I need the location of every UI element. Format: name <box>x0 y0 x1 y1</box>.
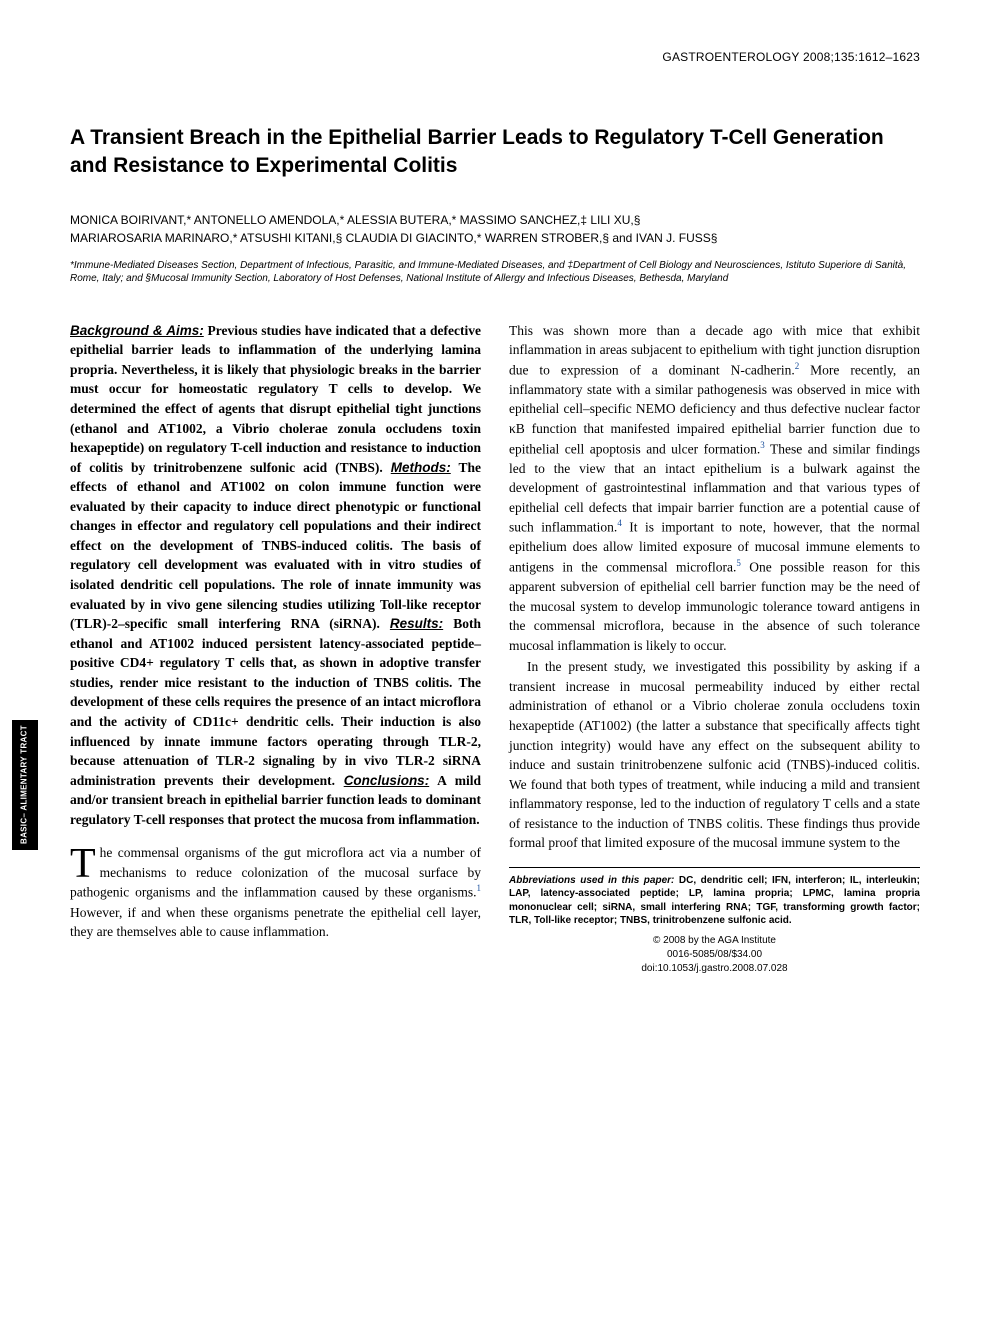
right-column: This was shown more than a decade ago wi… <box>509 321 920 976</box>
intro-text-a: he commensal organisms of the gut microf… <box>70 845 481 900</box>
results-label: Results: <box>390 616 443 631</box>
reference-1[interactable]: 1 <box>477 883 482 893</box>
left-column: Background & Aims: Previous studies have… <box>70 321 481 976</box>
authors-line-2: MARIAROSARIA MARINARO,* ATSUSHI KITANI,§… <box>70 231 717 245</box>
intro-text-b: However, if and when these organisms pen… <box>70 905 481 940</box>
affiliations: *Immune-Mediated Diseases Section, Depar… <box>70 259 920 286</box>
issn-line: 0016-5085/08/$34.00 <box>509 948 920 962</box>
abstract-paragraph: Background & Aims: Previous studies have… <box>70 321 481 830</box>
journal-header: GASTROENTEROLOGY 2008;135:1612–1623 <box>70 50 920 64</box>
abbreviations-footer: Abbreviations used in this paper: DC, de… <box>509 867 920 976</box>
body-paragraph-1: This was shown more than a decade ago wi… <box>509 321 920 656</box>
conclusions-label: Conclusions: <box>344 773 430 788</box>
background-label: Background & Aims: <box>70 323 204 338</box>
results-text: Both ethanol and AT1002 induced persiste… <box>70 616 481 788</box>
article-title: A Transient Breach in the Epithelial Bar… <box>70 124 920 181</box>
body-paragraph-2: In the present study, we investigated th… <box>509 657 920 853</box>
authors-line-1: MONICA BOIRIVANT,* ANTONELLO AMENDOLA,* … <box>70 213 640 227</box>
copyright-line: © 2008 by the AGA Institute <box>509 934 920 948</box>
author-list: MONICA BOIRIVANT,* ANTONELLO AMENDOLA,* … <box>70 211 920 247</box>
methods-text: The effects of ethanol and AT1002 on col… <box>70 460 481 632</box>
abbrev-label: Abbreviations used in this paper: <box>509 875 674 886</box>
intro-paragraph: The commensal organisms of the gut micro… <box>70 843 481 941</box>
dropcap-letter: T <box>70 843 100 881</box>
doi-line: doi:10.1053/j.gastro.2008.07.028 <box>509 962 920 976</box>
copyright-block: © 2008 by the AGA Institute 0016-5085/08… <box>509 934 920 976</box>
section-side-tab: BASIC– ALIMENTARY TRACT <box>12 720 38 850</box>
two-column-layout: Background & Aims: Previous studies have… <box>70 321 920 976</box>
background-text: Previous studies have indicated that a d… <box>70 323 481 475</box>
methods-label: Methods: <box>391 460 451 475</box>
